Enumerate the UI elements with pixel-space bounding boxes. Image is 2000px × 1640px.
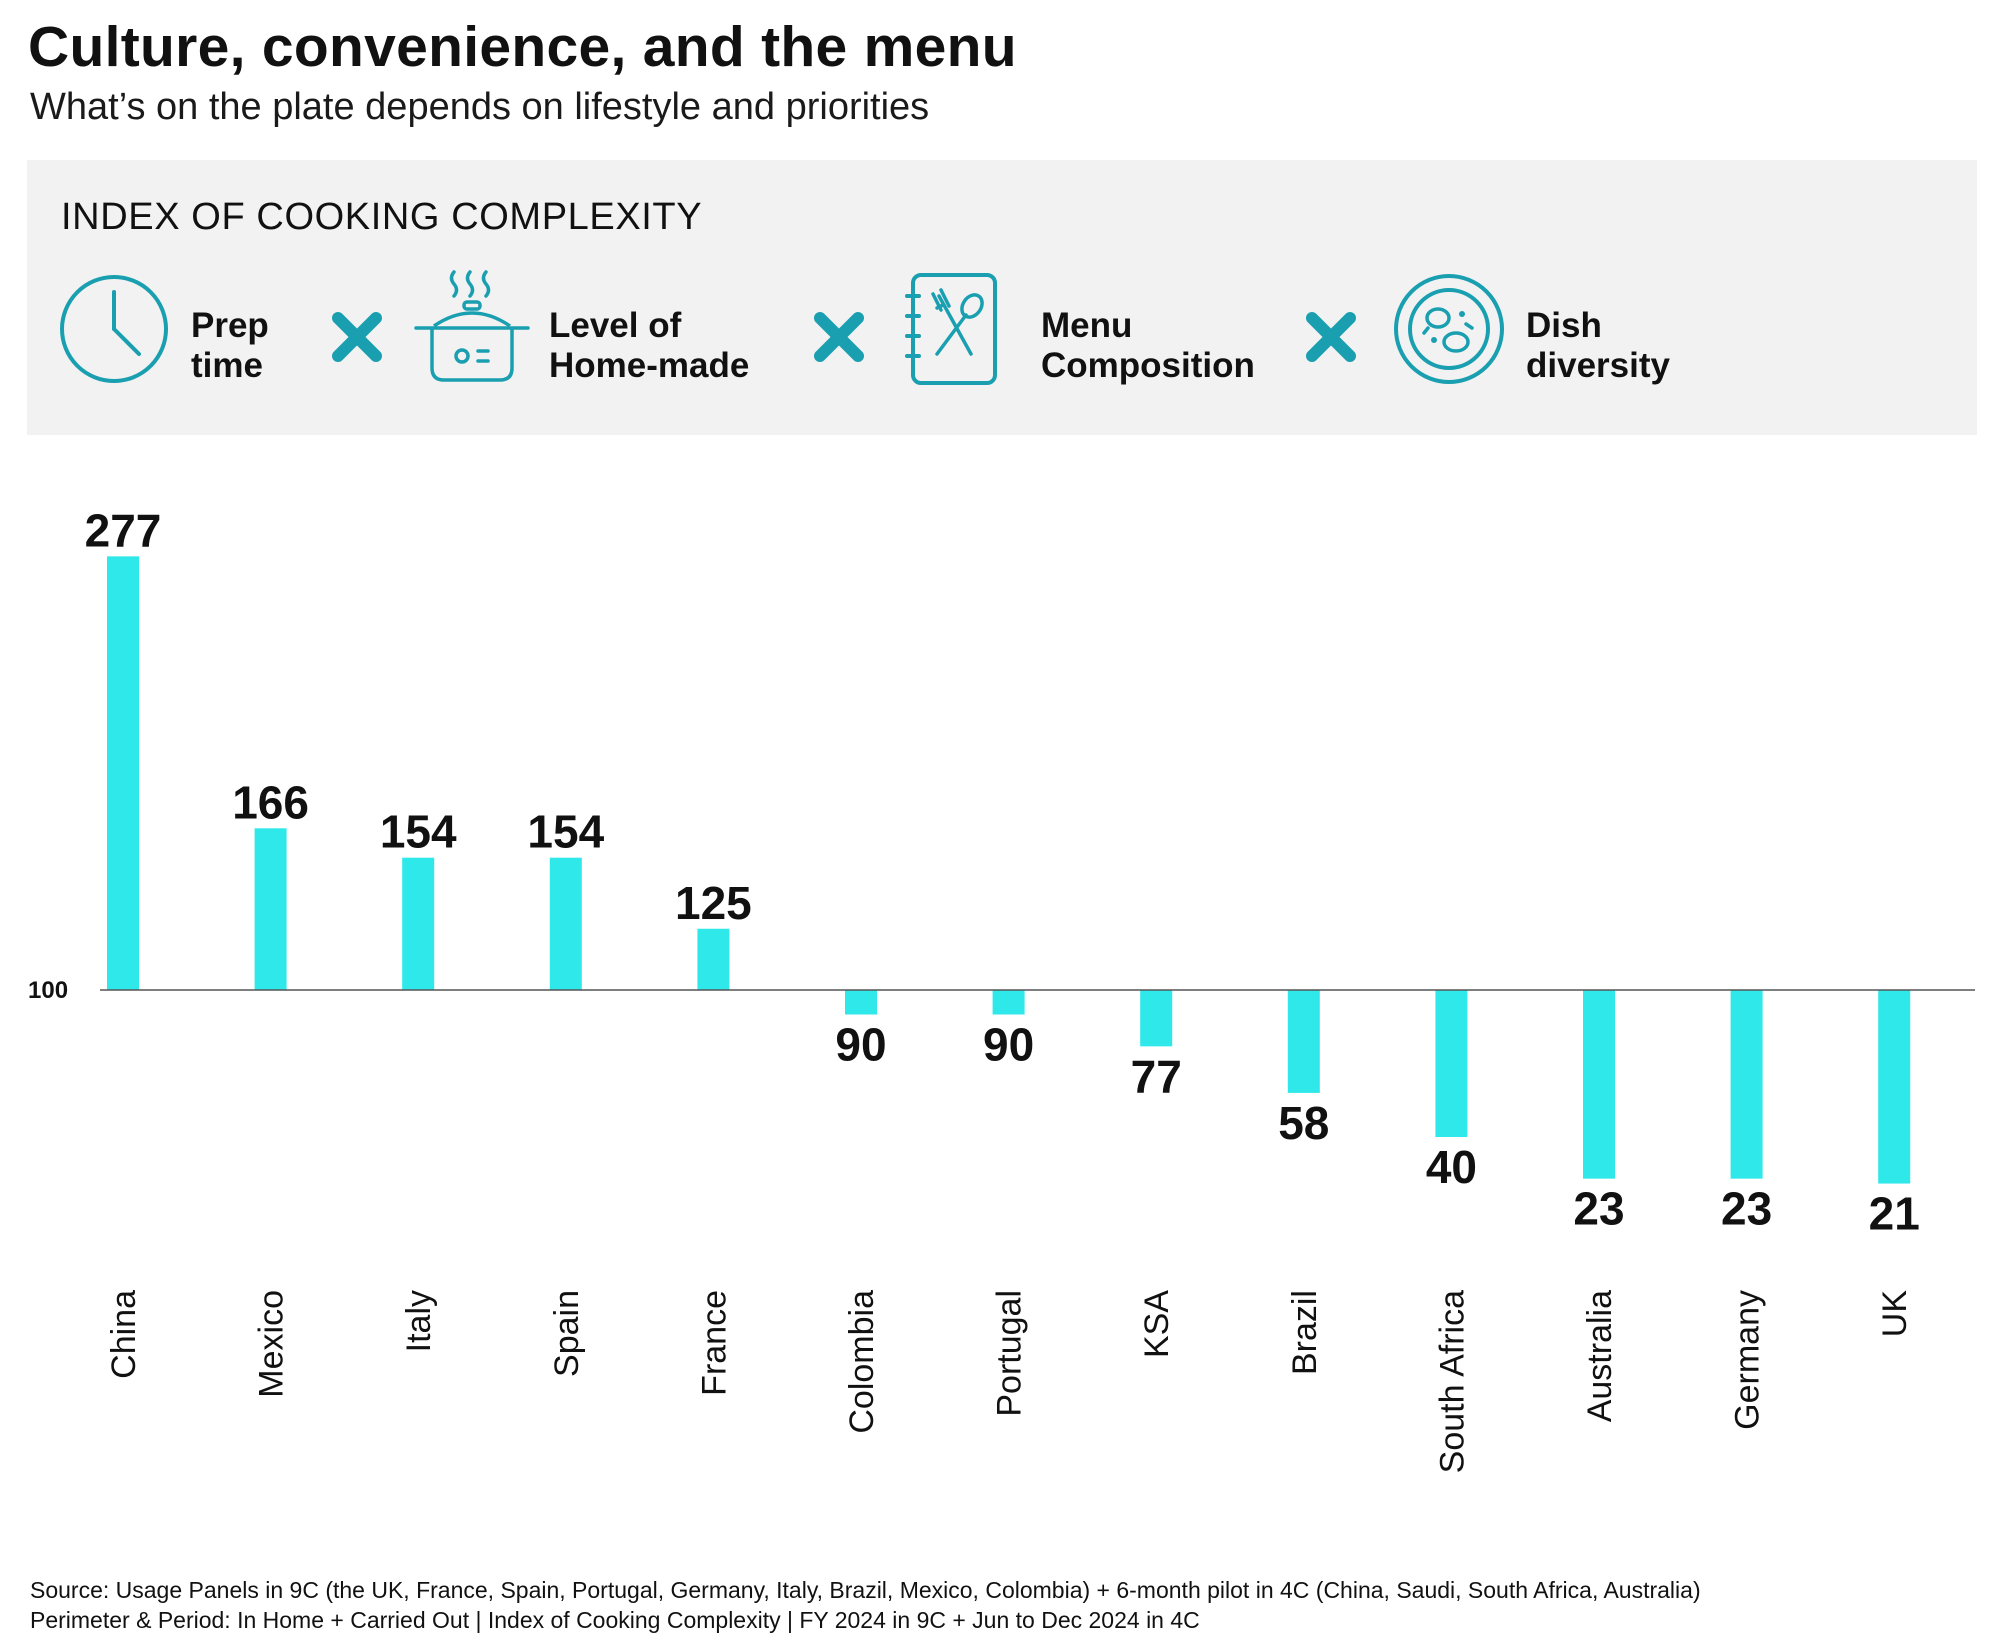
value-label-france: 125	[675, 877, 752, 929]
category-label-colombia: Colombia	[843, 1290, 881, 1434]
value-label-italy: 154	[380, 806, 457, 858]
factor-label-prep-time: Prep time	[191, 306, 269, 385]
plate-icon	[1394, 274, 1504, 384]
source-note: Source: Usage Panels in 9C (the UK, Fran…	[30, 1577, 1701, 1603]
factor-label-menu-composition: Menu Composition	[1041, 306, 1255, 385]
value-label-germany: 23	[1721, 1183, 1772, 1235]
category-label-mexico: Mexico	[253, 1290, 291, 1398]
complexity-formula-panel: INDEX OF COOKING COMPLEXITY Prep time Le…	[27, 160, 1977, 435]
value-label-spain: 154	[527, 806, 604, 858]
category-label-brazil: Brazil	[1286, 1290, 1324, 1375]
perimeter-note: Perimeter & Period: In Home + Carried Ou…	[30, 1607, 1200, 1633]
value-label-uk: 21	[1869, 1188, 1920, 1240]
category-label-south-africa: South Africa	[1433, 1290, 1471, 1473]
clock-icon	[60, 275, 168, 383]
bar-chart: 100 277 166 154 154 125 90 90 77 58 40 23 23 21 Chin…	[28, 504, 1975, 1473]
page-subtitle: What’s on the plate depends on lifestyle…	[30, 86, 930, 128]
category-label-germany: Germany	[1729, 1290, 1767, 1430]
category-label-australia: Australia	[1581, 1290, 1619, 1422]
bar-france	[697, 928, 730, 990]
category-label-france: France	[695, 1290, 733, 1396]
value-label-south-africa: 40	[1426, 1141, 1477, 1193]
bar-uk	[1878, 990, 1911, 1184]
factor-label-dish-diversity: Dish diversity	[1526, 306, 1670, 385]
category-label-spain: Spain	[548, 1290, 586, 1377]
bar-italy	[402, 857, 435, 990]
multiply-icon	[814, 312, 864, 362]
value-label-mexico: 166	[232, 776, 309, 828]
bar-ksa	[1140, 990, 1173, 1047]
bar-south-africa	[1435, 990, 1468, 1137]
multiply-icon	[1306, 312, 1356, 362]
bar-germany	[1730, 990, 1763, 1179]
page-title: Culture, convenience, and the menu	[28, 15, 1017, 79]
bar-brazil	[1287, 990, 1320, 1093]
value-label-brazil: 58	[1278, 1097, 1329, 1149]
value-label-china: 277	[85, 504, 162, 556]
cooking-pot-icon	[414, 270, 530, 382]
category-label-portugal: Portugal	[991, 1290, 1029, 1417]
value-label-ksa: 77	[1131, 1050, 1182, 1102]
value-label-portugal: 90	[983, 1019, 1034, 1071]
baseline-label: 100	[28, 977, 68, 1004]
category-label-ksa: KSA	[1138, 1290, 1176, 1358]
panel-title: INDEX OF COOKING COMPLEXITY	[61, 196, 703, 238]
bar-mexico	[254, 828, 287, 990]
factor-label-level-of-home-made: Level of Home-made	[549, 306, 750, 385]
menu-book-icon	[905, 273, 997, 385]
bar-spain	[549, 857, 582, 990]
category-label-china: China	[105, 1290, 143, 1379]
bar-portugal	[992, 990, 1025, 1015]
value-label-australia: 23	[1573, 1183, 1624, 1235]
value-label-colombia: 90	[835, 1019, 886, 1071]
footer-notes: Source: Usage Panels in 9C (the UK, Fran…	[30, 1575, 1701, 1635]
category-label-uk: UK	[1876, 1290, 1914, 1338]
bar-colombia	[845, 990, 877, 1015]
bar-australia	[1583, 990, 1615, 1179]
multiply-icon	[332, 312, 382, 362]
bar-china	[107, 556, 139, 990]
category-label-italy: Italy	[400, 1290, 438, 1352]
